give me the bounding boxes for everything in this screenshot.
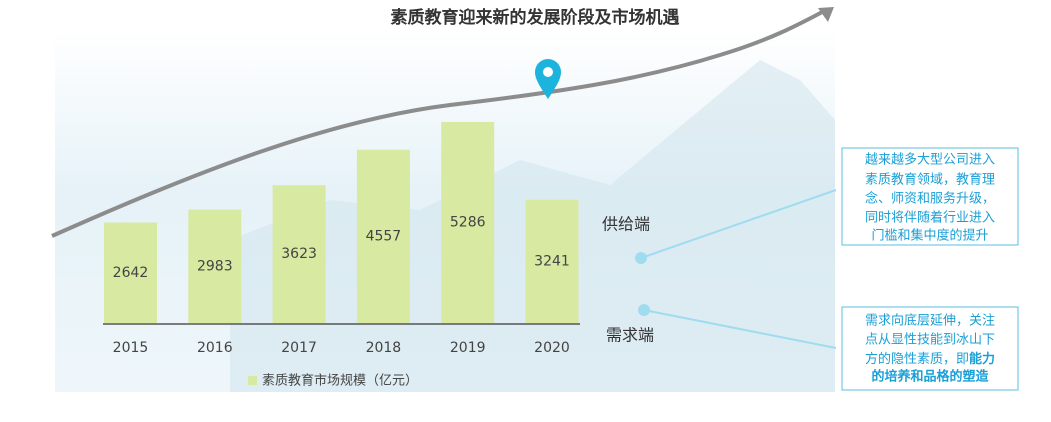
connector — [643, 309, 837, 349]
box-line: 需求向底层延伸，关注 — [865, 313, 995, 329]
legend-label: 素质教育市场规模（亿元） — [262, 373, 418, 389]
x-tick-label: 2017 — [281, 340, 317, 356]
value-label: 3241 — [534, 253, 570, 269]
bar — [525, 199, 579, 323]
x-tick-label: 2019 — [450, 340, 486, 356]
bar — [188, 209, 242, 323]
value-label: 5286 — [450, 215, 486, 231]
connector-dot — [638, 304, 650, 316]
x-tick-label: 2020 — [534, 340, 570, 356]
box-emphasis: 能力 — [969, 351, 995, 367]
box-line: 点从显性技能到冰山下 — [865, 333, 995, 348]
x-tick-label: 2016 — [197, 340, 233, 356]
connector-dot — [635, 252, 647, 264]
box-line: 方的隐性素质，即能力 — [865, 351, 995, 367]
box-text: 方的隐性素质，即 — [865, 351, 969, 367]
box-frame — [841, 147, 1019, 246]
value-label: 4557 — [366, 228, 402, 244]
box-line: 念、师资和服务升级， — [865, 191, 995, 207]
demand-box: 需求向底层延伸，关注 点从显性技能到冰山下 方的隐性素质，即能力 的培养和品格的… — [841, 306, 1019, 391]
box-line: 素质教育领域，教育理 — [865, 172, 995, 188]
trend-curve — [51, 8, 827, 238]
bar — [272, 185, 326, 323]
value-label: 2983 — [197, 258, 233, 274]
bar — [441, 122, 495, 323]
bar — [104, 222, 157, 323]
x-tick-label: 2018 — [366, 340, 402, 356]
bar — [356, 149, 410, 323]
annotation: 供给端 — [602, 215, 650, 234]
box-line: 越来越多大型公司进入 — [865, 152, 995, 168]
box-line: 门槛和集中度的提升 — [871, 228, 988, 244]
box-frame — [841, 306, 1019, 391]
value-label: 2642 — [113, 265, 149, 281]
arrow-head — [818, 7, 834, 22]
connector — [640, 189, 837, 259]
chart-title: 素质教育迎来新的发展阶段及市场机遇 — [391, 7, 680, 28]
value-label: 3623 — [281, 246, 317, 262]
pin — [535, 59, 561, 99]
x-tick-label: 2015 — [113, 340, 149, 356]
annotation: 需求端 — [606, 326, 654, 345]
supply-box: 越来越多大型公司进入 素质教育领域，教育理 念、师资和服务升级， 同时将伴随着行… — [841, 147, 1019, 246]
box-line: 同时将伴随着行业进入 — [865, 210, 995, 226]
box-emphasis: 的培养和品格的塑造 — [871, 369, 989, 385]
legend-swatch — [248, 376, 257, 385]
